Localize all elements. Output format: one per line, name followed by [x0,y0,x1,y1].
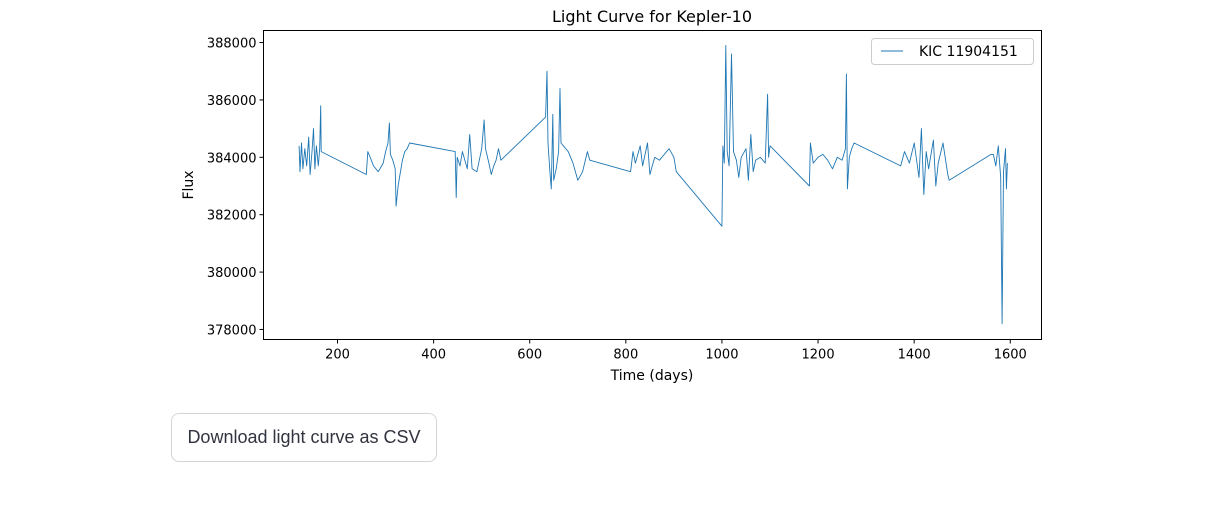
light-curve-chart: Light Curve for Kepler-10 200 400 600 800 10… [181,7,1042,384]
series-line-kic-11904151 [298,44,1008,325]
download-csv-button[interactable]: Download light curve as CSV [171,413,437,462]
x-tick-label: 600 [517,348,542,363]
x-tick-label: 1400 [898,348,931,363]
plot-area [263,30,1042,340]
y-tick-label: 384000 [207,151,257,166]
y-axis-ticks: 378000 380000 382000 384000 386000 388000 [207,37,264,338]
x-tick-label: 1600 [994,348,1027,363]
x-tick-label: 1000 [705,348,738,363]
x-tick-label: 800 [613,348,638,363]
y-tick-label: 386000 [207,94,257,109]
chart-title: Light Curve for Kepler-10 [552,7,752,26]
legend: KIC 11904151 [871,38,1034,65]
y-tick-label: 378000 [207,323,257,338]
x-tick-label: 200 [325,348,350,363]
legend-label: KIC 11904151 [919,44,1018,60]
y-tick-label: 388000 [207,37,257,52]
y-axis-label: Flux [181,170,197,199]
x-tick-label: 400 [421,348,446,363]
y-tick-label: 382000 [207,209,257,224]
x-axis-label: Time (days) [610,368,694,384]
x-tick-label: 1200 [802,348,835,363]
legend-box [871,38,1034,65]
x-axis-ticks: 200 400 600 800 1000 1200 1400 1600 [325,339,1027,363]
y-tick-label: 380000 [207,266,257,281]
